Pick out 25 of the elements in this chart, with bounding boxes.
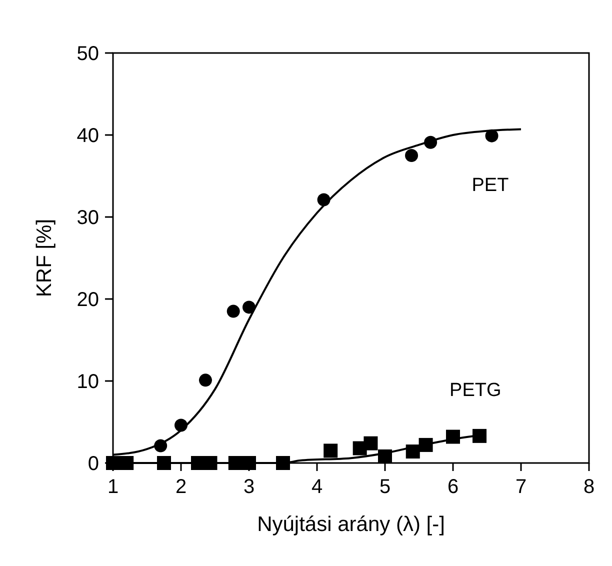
point bbox=[405, 149, 418, 162]
x-tick-label: 8 bbox=[583, 476, 595, 498]
x-axis-title: Nyújtási arány (λ) [-] bbox=[257, 513, 445, 536]
y-tick-label: 30 bbox=[76, 207, 99, 229]
y-tick-label: 20 bbox=[76, 289, 99, 311]
point bbox=[198, 374, 212, 387]
point bbox=[242, 300, 256, 314]
x-tick-label: 4 bbox=[311, 476, 323, 498]
y-tick-label: 40 bbox=[76, 125, 99, 147]
y-axis-title: KRF [%] bbox=[33, 218, 56, 298]
x-tick-label: 6 bbox=[447, 476, 459, 498]
y-tick-label: 10 bbox=[76, 371, 99, 393]
x-tick-label: 1 bbox=[107, 476, 119, 498]
x-tick-label: 2 bbox=[175, 476, 187, 498]
point bbox=[472, 428, 487, 443]
x-tick-label: 5 bbox=[379, 476, 391, 498]
y-tick-label: 50 bbox=[76, 43, 99, 65]
point bbox=[226, 304, 240, 318]
point bbox=[364, 436, 378, 450]
point bbox=[324, 444, 338, 458]
y-tick-label: 0 bbox=[88, 453, 99, 475]
series-label: PET bbox=[472, 174, 510, 196]
x-tick-label: 7 bbox=[515, 476, 527, 498]
x-tick-label: 3 bbox=[243, 476, 255, 498]
series-label: PETG bbox=[450, 380, 502, 401]
